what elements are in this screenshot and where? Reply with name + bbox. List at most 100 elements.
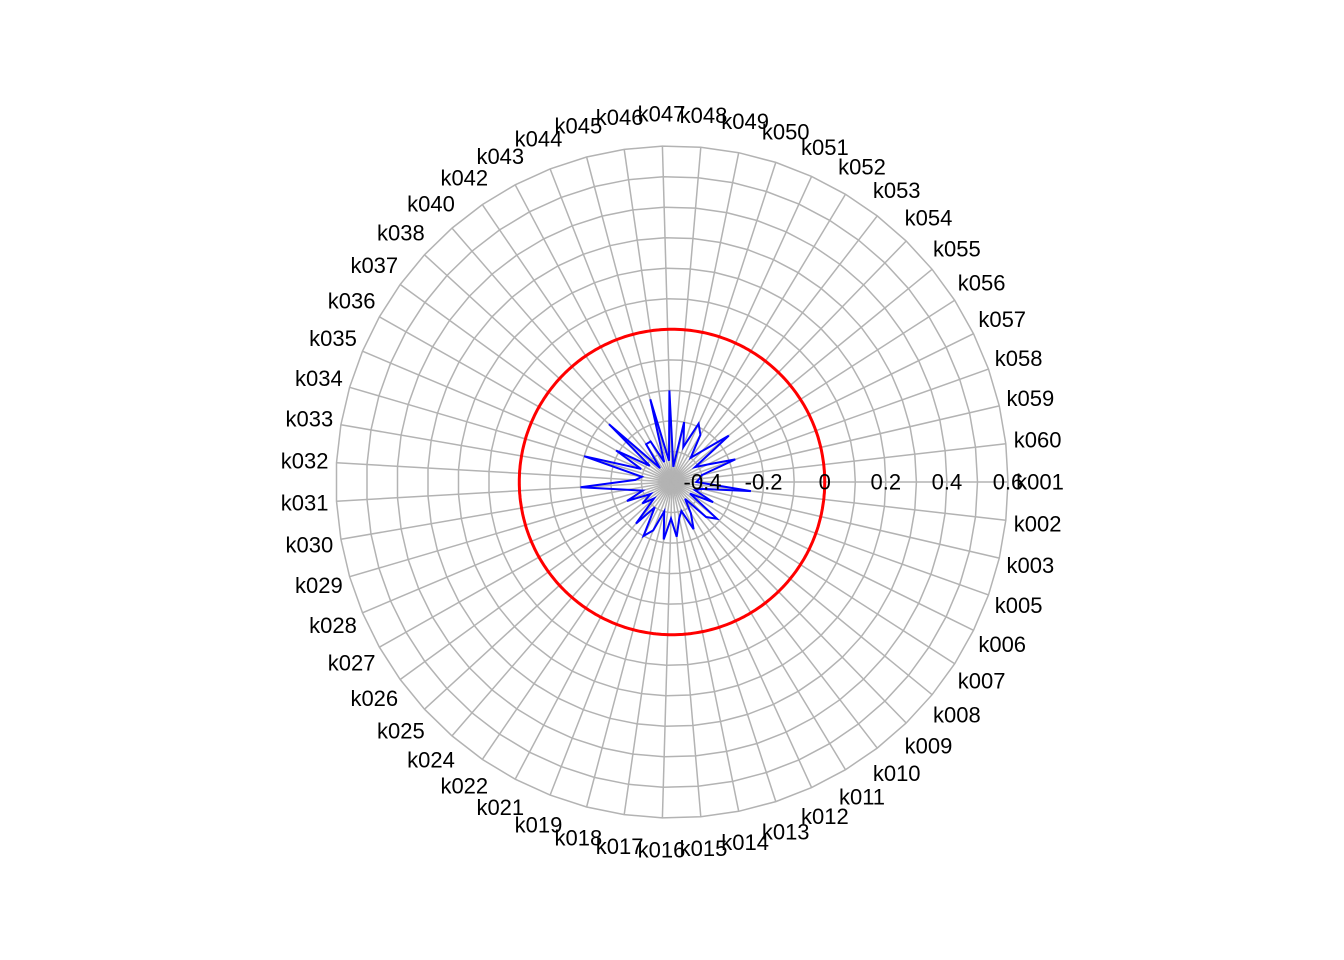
grid-spoke [671, 481, 702, 817]
grid-spoke [362, 350, 673, 483]
spoke-label: k048 [680, 103, 728, 128]
spoke-label: k030 [286, 532, 334, 557]
grid-spoke [671, 299, 956, 483]
grid-spoke [671, 215, 878, 483]
spoke-label: k029 [295, 573, 343, 598]
spoke-label: k012 [801, 804, 849, 829]
grid-spoke [671, 481, 956, 665]
spoke-label: k013 [762, 820, 810, 845]
spoke-label: k051 [801, 135, 849, 160]
grid-spoke [349, 481, 673, 578]
spoke-label: k003 [1007, 553, 1055, 578]
spoke-label: k035 [309, 326, 357, 351]
grid-spoke [661, 481, 673, 818]
radial-tick-label: 0.6 [993, 470, 1024, 495]
spoke-label: k057 [978, 307, 1026, 332]
radial-tick-label: -0.2 [745, 470, 783, 495]
grid-spoke [336, 481, 673, 502]
grid-spoke [671, 333, 974, 483]
grid-spoke [671, 481, 907, 724]
spoke-label: k056 [958, 271, 1006, 296]
grid-spoke [379, 481, 673, 648]
spoke-label: k060 [1014, 428, 1062, 453]
grid-spoke [671, 405, 1000, 483]
spoke-label: k021 [476, 795, 524, 820]
grid-spoke [671, 240, 907, 483]
spoke-label: k002 [1014, 511, 1062, 536]
spoke-label: k042 [440, 166, 488, 191]
spoke-label: k027 [328, 651, 376, 676]
spoke-label: k008 [933, 702, 981, 727]
grid-spoke [671, 368, 989, 483]
spoke-label: k034 [295, 366, 343, 391]
spoke-label: k010 [873, 761, 921, 786]
grid-ring [457, 267, 887, 697]
grid-spoke [340, 423, 673, 483]
grid-ring [549, 359, 795, 605]
grid-spoke [349, 386, 673, 483]
reference-circle [517, 327, 827, 637]
grid-spoke [623, 149, 673, 483]
grid-ring [366, 175, 979, 789]
grid-spoke [671, 481, 847, 771]
grid-ring [396, 206, 948, 758]
spoke-label: k053 [873, 178, 921, 203]
grid-spoke [514, 184, 673, 483]
spoke-label: k014 [721, 830, 769, 855]
grid-spoke [481, 204, 673, 483]
radial-tick-label: 0 [819, 470, 831, 495]
spoke-label: k011 [839, 785, 885, 810]
radial-tick-label: 0.2 [871, 470, 902, 495]
spoke-label-layer: k001 k002 k003 k005 k006 k007 k008 k009 k010k011… [281, 102, 1064, 863]
grid-spoke [362, 481, 673, 614]
spoke-label: k025 [377, 718, 425, 743]
spoke-label: k024 [407, 748, 455, 773]
spoke-label: k022 [440, 773, 488, 798]
grid-spoke [423, 481, 673, 710]
grid-spoke [585, 481, 673, 808]
grid-spoke [340, 481, 673, 541]
spoke-label: k040 [407, 191, 455, 216]
spoke-label: k001 [1016, 470, 1064, 495]
spoke-label: k018 [555, 825, 603, 850]
grid-spoke [671, 176, 813, 483]
grid-ring [610, 420, 734, 544]
spoke-label: k049 [721, 109, 769, 134]
grid-spoke [671, 162, 777, 483]
spoke-label: k028 [309, 613, 357, 638]
spoke-label: k006 [978, 632, 1026, 657]
spoke-label: k005 [995, 593, 1043, 618]
spoke-label: k058 [995, 346, 1043, 371]
series-line [580, 390, 752, 540]
spoke-label: k032 [281, 449, 329, 474]
spoke-label: k043 [476, 144, 524, 169]
spoke-label: k054 [905, 206, 953, 231]
grid-ring [335, 145, 1009, 819]
grid-spoke [671, 442, 1006, 483]
spoke-label: k050 [762, 120, 810, 145]
grid-spoke [399, 481, 673, 681]
spoke-label: k017 [596, 834, 644, 859]
grid-spoke [671, 147, 702, 483]
grid-spoke [585, 156, 673, 483]
spoke-label: k044 [515, 127, 563, 152]
spoke-label: k037 [350, 253, 398, 278]
grid-spoke [671, 481, 813, 788]
radial-tick-label: 0.4 [932, 470, 963, 495]
grid-spoke [671, 481, 989, 596]
grid-spoke [451, 227, 673, 483]
grid-spoke [671, 481, 974, 631]
radial-tick-layer: -0.4 -0.2 0 0.2 0.4 0.6 [684, 470, 1024, 495]
grid-spoke [671, 481, 740, 812]
grid-spoke [481, 481, 673, 760]
grid-ring [427, 236, 918, 728]
grid-spoke [671, 268, 933, 483]
grid-spoke [451, 481, 673, 737]
spoke-label: k019 [515, 812, 563, 837]
spoke-label: k045 [555, 114, 603, 139]
grid-spoke [549, 481, 673, 796]
spoke-label: k046 [596, 105, 644, 130]
grid-spoke [399, 283, 673, 483]
